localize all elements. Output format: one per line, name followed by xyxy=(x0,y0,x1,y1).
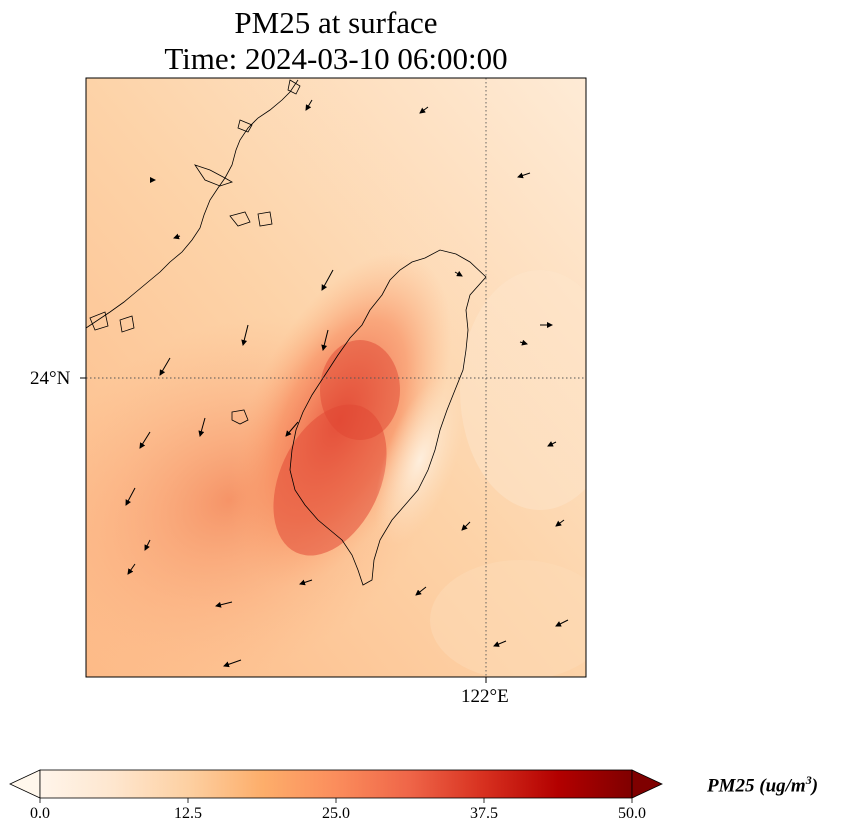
colorbar-tick-label: 0.0 xyxy=(30,805,50,822)
colorbar-title: PM25 (ug/m3) xyxy=(707,773,819,797)
wind-vector xyxy=(125,487,136,506)
colorbar xyxy=(9,769,663,803)
pm25-field xyxy=(86,78,586,677)
wind-vector xyxy=(555,519,565,527)
coastlines xyxy=(86,79,487,586)
wind-vector xyxy=(461,521,471,531)
map-figure xyxy=(80,77,587,683)
lon-tick-label: 122°E xyxy=(461,686,509,707)
colorbar-gradient xyxy=(39,769,633,799)
wind-vector xyxy=(517,172,531,179)
gridlines xyxy=(86,78,586,677)
colorbar-tick-label: 25.0 xyxy=(322,805,350,822)
wind-vector xyxy=(127,563,136,575)
colorbar-tick-label: 12.5 xyxy=(174,805,202,822)
colorbar-extend-max xyxy=(631,769,663,799)
wind-vector xyxy=(241,324,249,346)
chart-title: PM25 at surface xyxy=(234,5,438,40)
wind-vector xyxy=(173,233,181,240)
wind-vector xyxy=(547,441,557,447)
colorbar-tick-label: 50.0 xyxy=(618,805,646,822)
china-coastline xyxy=(86,79,299,329)
wind-vector xyxy=(144,539,151,551)
colorbar-tick-label: 37.5 xyxy=(470,805,498,822)
wind-vectors xyxy=(125,99,569,668)
wind-vector xyxy=(555,619,569,627)
taiwan-coastline xyxy=(289,249,487,586)
chart-subtitle-time: Time: 2024-03-10 06:00:00 xyxy=(164,41,508,76)
wind-vector xyxy=(321,269,334,291)
wind-vector xyxy=(139,431,151,449)
wind-vector xyxy=(519,339,528,346)
colorbar-extend-min xyxy=(9,769,41,799)
lat-tick-label: 24°N xyxy=(30,368,71,389)
wind-vector xyxy=(299,579,313,586)
wind-vector xyxy=(198,417,206,437)
wind-vector xyxy=(321,329,329,351)
wind-vector xyxy=(305,99,313,111)
wind-vector xyxy=(493,640,507,647)
wind-vector xyxy=(159,357,171,376)
wind-vector xyxy=(454,270,463,277)
wind-vector xyxy=(419,106,429,114)
wind-vector xyxy=(215,601,233,608)
wind-vector xyxy=(415,586,427,596)
wind-vector xyxy=(285,421,299,437)
wind-vector xyxy=(223,659,242,668)
